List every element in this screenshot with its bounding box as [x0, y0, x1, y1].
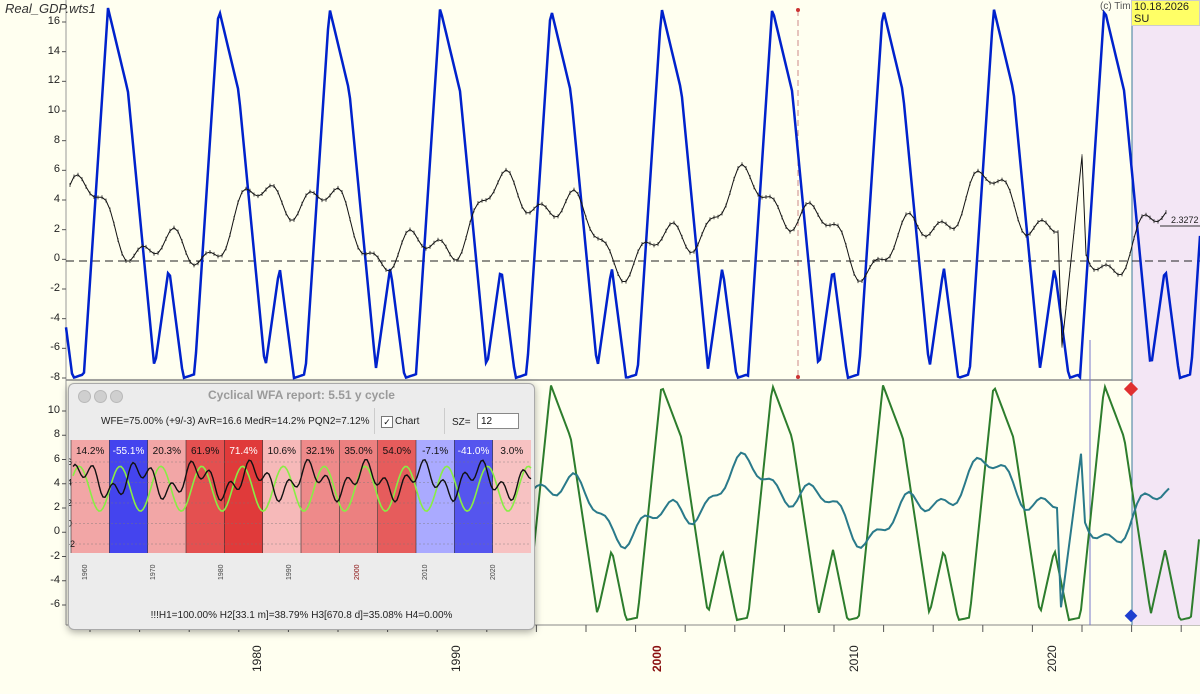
wfa-segment	[492, 440, 531, 553]
cyclical-wfa-report-window[interactable]: Cyclical WFA report: 5.51 y cycle WFE=75…	[68, 383, 535, 630]
close-button[interactable]	[78, 390, 91, 403]
top-y-tick-label: -2	[50, 282, 60, 294]
bottom-y-axis	[62, 410, 66, 606]
top-y-tick-label: 2	[53, 222, 60, 235]
top-y-tick-label: 4	[53, 193, 60, 205]
mini-y-tick: 2	[69, 498, 72, 508]
wfa-segment	[109, 440, 148, 553]
wfa-segment-label: 32.1%	[306, 446, 334, 457]
wfa-segment	[147, 440, 186, 553]
wfa-segment-label: 14.2%	[76, 446, 104, 457]
mini-cycle-line	[72, 465, 532, 513]
mini-x-tick: 1980	[218, 564, 225, 580]
chart-checkbox-label[interactable]: Chart	[395, 416, 420, 427]
wfa-segment	[416, 440, 455, 553]
harmonics-footer: !!!H1=100.00% H2[33.1 m]=38.79% H3[670.8…	[150, 610, 453, 621]
bottom-y-tick-label: -2	[50, 549, 60, 562]
bottom-y-tick-label: 4	[53, 476, 60, 489]
mini-y-tick: 6	[69, 457, 72, 467]
wfa-segment-label: -55.1%	[113, 446, 145, 457]
mini-x-tick: 2020	[490, 564, 497, 580]
mini-x-tick: 2010	[422, 564, 429, 580]
bottom-y-tick-label: -6	[50, 598, 60, 610]
sz-label: SZ=	[452, 417, 471, 428]
minimize-button[interactable]	[94, 390, 107, 403]
wfa-mini-chart[interactable]: 14.2% -55.1% 20.3% 61.9% 71.4% 10.6% 32.1% 35.0…	[69, 440, 534, 610]
wfa-metrics: WFE=75.00% (+9/-3) AvR=16.6 MedR=14.2% P…	[101, 416, 370, 427]
copyright-label: (c) Timir	[1100, 1, 1137, 12]
wfa-segment-label: 61.9%	[191, 446, 219, 457]
wfa-segment-label: 71.4%	[229, 446, 257, 457]
wfa-segment-label: -41.0%	[458, 446, 490, 457]
top-y-tick-label: 12	[47, 74, 60, 87]
bottom-diamond-marker[interactable]	[1124, 609, 1138, 623]
wfa-segment-label: 20.3%	[153, 446, 181, 457]
top-y-tick-label: 10	[47, 104, 60, 116]
top-y-tick-label: 8	[53, 133, 60, 146]
mini-x-tick: 1990	[286, 564, 293, 580]
mini-x-tick: 1960	[82, 564, 89, 580]
top-cycle-curve	[64, 7, 1200, 381]
x-axis-label: 1990	[449, 645, 463, 672]
wfa-segment-label: 10.6%	[268, 446, 296, 457]
sz-input[interactable]	[477, 413, 519, 429]
bottom-y-tick-label: 0	[53, 525, 60, 538]
bottom-cycle-curve	[532, 383, 1200, 622]
mini-series-line	[72, 458, 532, 503]
top-y-tick-label: -4	[50, 311, 60, 324]
wfa-segment	[377, 440, 416, 553]
forecast-zone	[1132, 8, 1200, 625]
wfa-segment-label: 35.0%	[344, 446, 372, 457]
wfa-segment-label: 3.0%	[500, 446, 523, 457]
mini-x-tick: 1970	[150, 564, 157, 580]
bottom-y-tick-label: 10	[47, 404, 60, 416]
file-title: Real_GDP.wts1	[5, 1, 96, 16]
top-y-tick-label: 16	[47, 15, 60, 27]
mini-y-tick: 4	[69, 478, 72, 488]
chart-checkbox[interactable]: ✓	[381, 416, 393, 428]
top-y-tick-label: 0	[53, 252, 60, 265]
top-diamond-marker[interactable]	[1123, 381, 1139, 397]
bottom-y-tick-label: 2	[53, 501, 60, 513]
wfa-segment	[339, 440, 378, 553]
bottom-gdp-series	[532, 451, 1170, 608]
mini-x-tick: 2000	[354, 564, 361, 580]
date-badge: 10.18.2026 SU	[1131, 0, 1200, 26]
series-markers	[69, 154, 1167, 348]
dialog-title: Cyclical WFA report: 5.51 y cycle	[208, 388, 395, 402]
wfa-segment-label: 54.0%	[383, 446, 411, 457]
top-y-tick-label: 14	[47, 44, 60, 57]
x-axis-label: 1980	[250, 645, 264, 672]
bottom-y-tick-label: 8	[53, 428, 60, 441]
x-axis-label: 2010	[847, 645, 861, 672]
top-y-tick-label: -6	[50, 341, 60, 354]
top-y-tick-label: -8	[50, 371, 60, 383]
wfa-segment	[301, 440, 340, 553]
mini-y-tick: 0	[69, 519, 72, 529]
x-axis-label: 2020	[1045, 645, 1059, 672]
zoom-button[interactable]	[110, 390, 123, 403]
last-value-tag: 2.3272	[1171, 215, 1199, 225]
wfa-segment-label: -7.1%	[422, 446, 448, 457]
bottom-y-tick-label: 6	[53, 452, 60, 465]
x-axis-label: 2000	[650, 645, 664, 672]
wfa-segment	[454, 440, 493, 553]
bottom-y-tick-label: -4	[50, 573, 60, 586]
top-y-tick-label: 6	[53, 163, 60, 176]
top-y-axis	[62, 21, 66, 379]
